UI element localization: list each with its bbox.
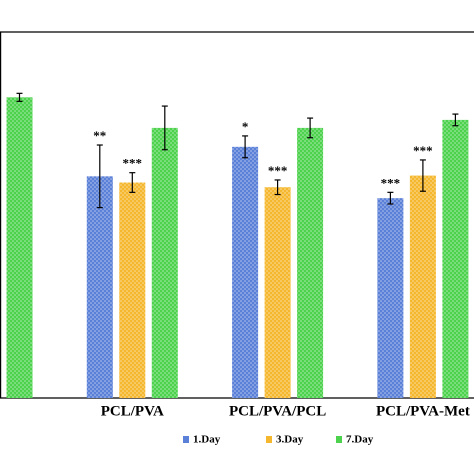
significance-label: *** — [381, 175, 401, 190]
significance-label: *** — [268, 163, 288, 178]
bar-texture — [119, 182, 146, 398]
bar-texture — [442, 119, 469, 399]
legend-swatch — [336, 436, 342, 443]
significance-label: ** — [93, 128, 106, 143]
legend-label: 1.Day — [193, 434, 221, 446]
bar-texture — [6, 97, 33, 398]
bar-texture — [151, 127, 178, 399]
x-tick-label: PCL/PVA/PCL — [229, 403, 326, 419]
legend-label: 7.Day — [346, 434, 374, 446]
bar-texture — [232, 146, 259, 398]
bar-texture — [377, 198, 404, 398]
legend-label: 3.Day — [276, 434, 304, 446]
legend-swatch — [266, 436, 272, 443]
bar-texture — [409, 175, 436, 398]
legend-swatch — [183, 436, 189, 443]
bar-texture — [86, 176, 113, 398]
x-tick-label: PCL/PVA-Met — [376, 403, 470, 419]
x-tick-label: PCL/PVA — [101, 403, 164, 419]
significance-label: * — [242, 119, 249, 134]
bar-texture — [264, 187, 291, 398]
significance-label: *** — [413, 143, 433, 158]
significance-label: *** — [123, 156, 143, 171]
bar-texture — [297, 127, 324, 399]
